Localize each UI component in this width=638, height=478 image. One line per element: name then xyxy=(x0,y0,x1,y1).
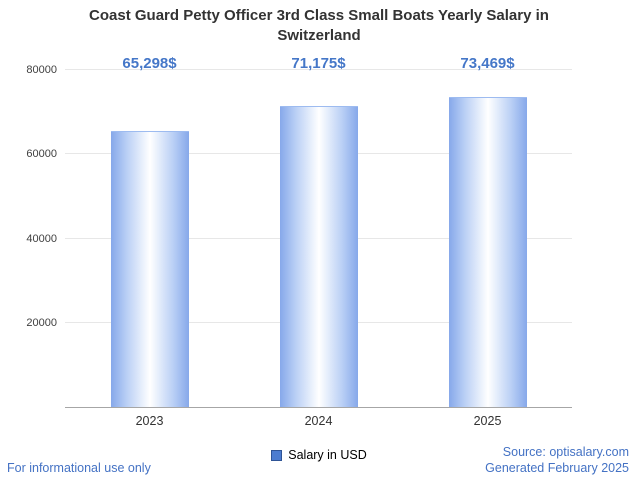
y-tick-label: 20000 xyxy=(26,316,57,329)
bar-value-label: 65,298$ xyxy=(122,55,177,72)
y-tick-label: 80000 xyxy=(26,64,57,76)
bar xyxy=(448,96,527,407)
y-tick-label: 60000 xyxy=(26,148,57,161)
disclaimer-text: For informational use only xyxy=(7,461,151,475)
bar xyxy=(110,130,189,407)
x-axis-label: 2025 xyxy=(473,414,502,428)
bar-value-label: 73,469$ xyxy=(460,55,515,72)
bar-chart: 20000 40000 60000 80000 65,298$ 2023 71,175$ 20… xyxy=(26,55,572,428)
bar-value-label: 71,175$ xyxy=(291,55,346,72)
legend[interactable]: Salary in USD xyxy=(0,448,638,462)
generated-text: Generated February 2025 xyxy=(485,461,629,475)
legend-swatch-icon xyxy=(271,449,283,461)
legend-label: Salary in USD xyxy=(288,448,367,462)
bar xyxy=(279,106,358,407)
y-tick-label: 40000 xyxy=(26,232,57,245)
gridline xyxy=(65,69,572,70)
plot-area: 20000 40000 60000 80000 65,298$ 2023 71,175$ 20… xyxy=(26,55,572,428)
x-axis-label: 2023 xyxy=(135,414,164,428)
source-block: Source: optisalary.com Generated Februar… xyxy=(485,444,629,476)
chart-title: Coast Guard Petty Officer 3rd Class Smal… xyxy=(89,7,549,44)
source-link[interactable]: Source: optisalary.com xyxy=(502,445,629,459)
x-axis-label: 2024 xyxy=(304,414,333,428)
